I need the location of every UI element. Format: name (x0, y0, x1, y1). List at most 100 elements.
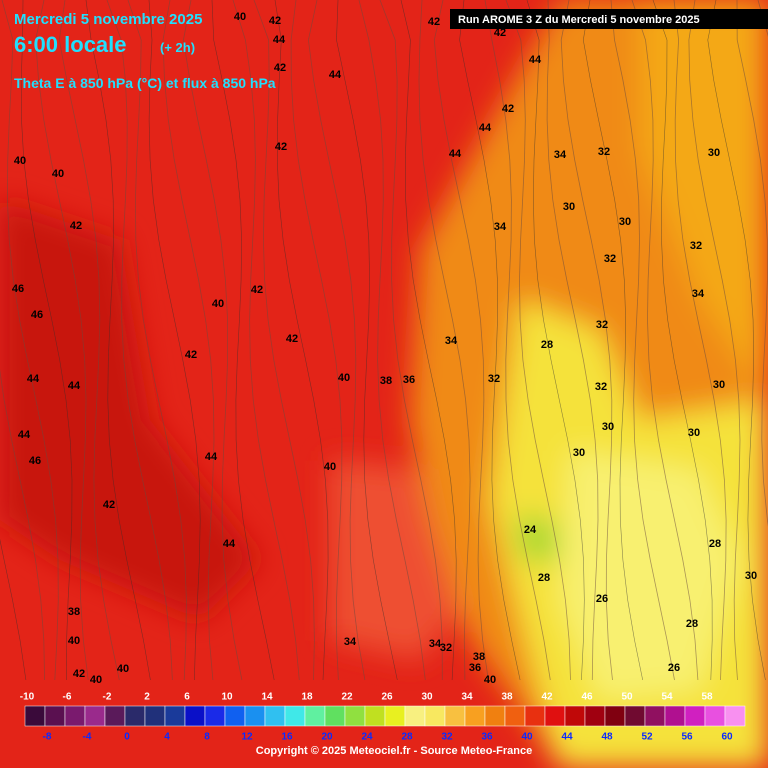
contour-label: 32 (488, 373, 500, 385)
contour-label: 34 (445, 335, 458, 347)
streamline (505, 0, 571, 681)
streamline (182, 0, 243, 681)
contour-label: 40 (14, 155, 26, 167)
colorbar-swatch (224, 705, 246, 727)
colorbar-label: 24 (361, 732, 373, 743)
contour-label: 34 (554, 149, 567, 161)
contour-label: 34 (344, 636, 357, 648)
colorbar-label: 8 (204, 732, 210, 743)
contour-label: 42 (275, 141, 287, 153)
time: 6:00 locale (14, 32, 127, 57)
colorbar-swatch (124, 705, 146, 727)
colorbar-swatch (544, 705, 566, 727)
colorbar-label: -10 (20, 692, 35, 703)
colorbar-swatch (524, 705, 546, 727)
colorbar-label: 0 (124, 732, 130, 743)
contour-label: 30 (619, 216, 631, 228)
contour-label: 42 (251, 284, 263, 296)
contour-label: 42 (502, 103, 514, 115)
streamline (307, 0, 366, 681)
contour-label: 28 (709, 538, 721, 550)
contour-label: 34 (494, 221, 507, 233)
streamline (631, 0, 699, 681)
streamline (0, 538, 27, 681)
colorbar-label: 44 (561, 732, 573, 743)
colorbar-label: 52 (641, 732, 653, 743)
contour-label: 44 (27, 373, 40, 385)
contour-label: 32 (690, 240, 702, 252)
colorbar-label: 10 (221, 692, 233, 703)
colorbar-label: 32 (441, 732, 453, 743)
contour-label: 30 (708, 147, 720, 159)
contour-label: 44 (223, 538, 236, 550)
colorbar-label: 28 (401, 732, 413, 743)
colorbar-label: 50 (621, 692, 633, 703)
streamline (85, 0, 151, 681)
colorbar-label: 2 (144, 692, 150, 703)
contour-label: 32 (595, 381, 607, 393)
colorbar-label: 12 (241, 732, 253, 743)
streamline (652, 0, 713, 681)
contour-label: 44 (329, 69, 342, 81)
contour-label: 32 (604, 253, 616, 265)
contour-label: 44 (479, 122, 492, 134)
streamline (232, 0, 300, 681)
contour-label: 42 (494, 27, 506, 39)
colorbar-swatch (664, 705, 686, 727)
run: Run AROME 3 Z du Mercredi 5 novembre 202… (458, 14, 700, 26)
colorbar: -10-8-6-4-202468101214161820222426283032… (20, 692, 746, 743)
contour-label: 32 (598, 146, 610, 158)
streamline (433, 0, 489, 681)
colorbar-swatch (244, 705, 266, 727)
colorbar-label: 54 (661, 692, 673, 703)
streamline (526, 0, 585, 681)
copyright: Copyright © 2025 Meteociel.fr - Source M… (256, 745, 532, 757)
streamline (211, 0, 275, 681)
contour-label: 38 (68, 606, 80, 618)
colorbar-swatch (64, 705, 86, 727)
colorbar-swatch (304, 705, 326, 727)
colorbar-label: 34 (461, 692, 473, 703)
colorbar-swatch (264, 705, 286, 727)
streamline (20, 0, 73, 681)
colorbar-label: 48 (601, 732, 613, 743)
colorbar-label: -4 (83, 732, 92, 743)
streamline (0, 368, 45, 681)
contour-label: 24 (524, 524, 537, 536)
streamline (148, 0, 201, 681)
streamline (736, 0, 768, 527)
colorbar-swatch (624, 705, 646, 727)
streamline (400, 0, 457, 681)
contour-label: 38 (473, 651, 485, 663)
date: Mercredi 5 novembre 2025 (14, 11, 202, 28)
streamline (418, 0, 471, 681)
colorbar-swatch (724, 705, 746, 727)
colorbar-label: 46 (581, 692, 593, 703)
colorbar-swatch (604, 705, 626, 727)
colorbar-swatch (44, 705, 66, 727)
colorbar-swatch (24, 705, 46, 727)
header: Mercredi 5 novembre 2025 6:00 locale (+ … (14, 9, 768, 91)
streamline (106, 0, 173, 681)
contour-label: 34 (429, 638, 442, 650)
contour-label: 42 (269, 15, 281, 27)
contour-label: 44 (205, 451, 218, 463)
run-box (450, 9, 768, 29)
colorbar-label: 58 (701, 692, 713, 703)
colorbar-label: 18 (301, 692, 313, 703)
streamline (546, 0, 599, 681)
contour-label: 44 (68, 380, 81, 392)
streamline (484, 0, 551, 681)
colorbar-label: 14 (261, 692, 273, 703)
colorbar-label: -2 (103, 692, 112, 703)
contour-label: 42 (286, 333, 298, 345)
contour-label: 40 (52, 168, 64, 180)
contour-label: 46 (29, 455, 41, 467)
streamline (253, 0, 315, 681)
colorbar-label: 60 (721, 732, 733, 743)
contour-label: 28 (686, 618, 698, 630)
contour-label: 44 (449, 148, 462, 160)
colorbar-swatch (464, 705, 486, 727)
colorbar-label: 16 (281, 732, 293, 743)
